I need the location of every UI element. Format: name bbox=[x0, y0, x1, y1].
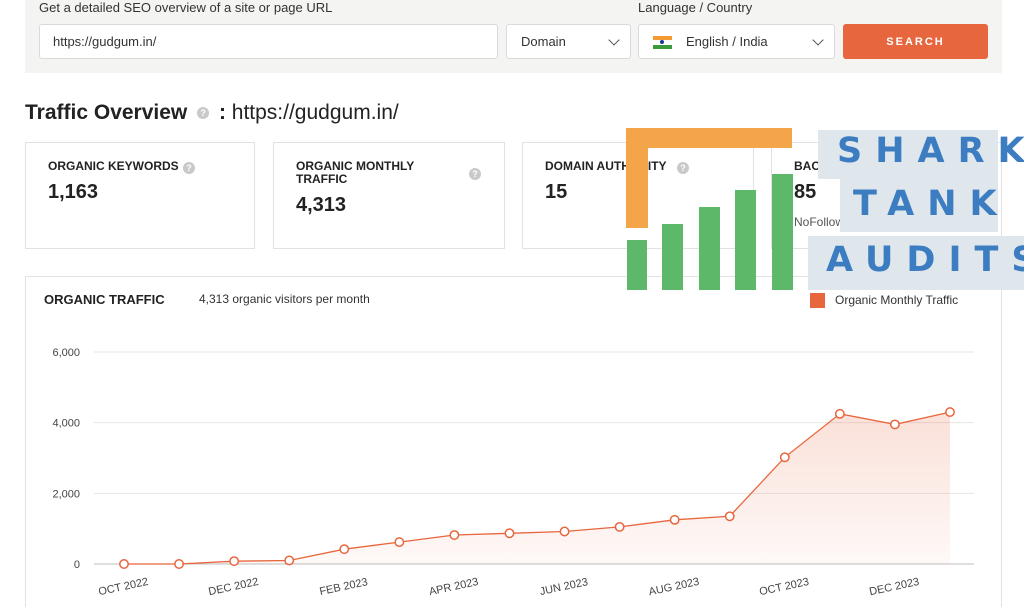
language-select[interactable]: English / India bbox=[638, 24, 835, 59]
data-point bbox=[174, 559, 185, 569]
logo-box bbox=[840, 178, 998, 232]
series-area bbox=[124, 412, 950, 564]
logo-box bbox=[808, 236, 1024, 290]
overview-url: https://gudgum.in/ bbox=[231, 101, 399, 124]
data-point bbox=[229, 556, 240, 567]
data-point bbox=[284, 555, 295, 566]
logo-text-line3: AUDITS bbox=[826, 240, 1024, 280]
legend-swatch bbox=[810, 293, 825, 309]
logo-bar bbox=[662, 224, 683, 290]
data-point bbox=[834, 408, 845, 419]
card-organic-keywords: ORGANIC KEYWORDS ? 1,163 bbox=[25, 142, 255, 249]
x-tick-label: JUN 2023 bbox=[539, 576, 589, 598]
help-icon[interactable]: ? bbox=[469, 168, 481, 180]
logo-bar bbox=[735, 190, 756, 290]
logo-bar bbox=[627, 240, 647, 290]
shark-tank-audits-logo: SHARK TANK AUDITS bbox=[626, 128, 1024, 293]
y-tick-label: 4,000 bbox=[52, 418, 80, 430]
y-tick-label: 0 bbox=[74, 559, 80, 571]
card-label: ORGANIC KEYWORDS bbox=[48, 159, 179, 173]
x-tick-label: OCT 2023 bbox=[758, 576, 810, 598]
card-value: 85 bbox=[794, 181, 817, 203]
data-point bbox=[504, 528, 515, 539]
page-title: Traffic Overview ? : https://gudgum.in/ bbox=[25, 101, 399, 125]
logo-bar bbox=[699, 207, 720, 290]
legend-label: Organic Monthly Traffic bbox=[835, 293, 959, 307]
url-field-label: Get a detailed SEO overview of a site or… bbox=[39, 0, 333, 15]
chart-subtitle: 4,313 organic visitors per month bbox=[199, 292, 370, 306]
overview-title: Traffic Overview bbox=[25, 101, 188, 124]
data-point bbox=[119, 559, 129, 569]
y-tick-label: 6,000 bbox=[52, 347, 80, 359]
language-select-value: English / India bbox=[686, 34, 768, 49]
chevron-down-icon bbox=[812, 34, 824, 46]
language-label: Language / Country bbox=[638, 0, 753, 15]
data-point bbox=[559, 526, 570, 537]
x-tick-label: APR 2023 bbox=[428, 576, 480, 598]
card-label: ORGANIC MONTHLY TRAFFIC bbox=[296, 159, 415, 186]
data-point bbox=[889, 419, 900, 430]
data-point bbox=[945, 407, 955, 418]
chart-title: ORGANIC TRAFFIC bbox=[44, 292, 165, 307]
data-point bbox=[724, 511, 735, 522]
data-point bbox=[449, 530, 460, 540]
logo-bracket-left bbox=[626, 128, 648, 228]
organic-traffic-chart: ORGANIC TRAFFIC 4,313 organic visitors p… bbox=[25, 276, 1002, 607]
card-value: 4,313 bbox=[296, 194, 347, 216]
logo-text-line1: SHARK bbox=[837, 131, 1024, 171]
url-input[interactable] bbox=[39, 24, 498, 59]
x-tick-label: FEB 2023 bbox=[318, 576, 368, 598]
data-point bbox=[779, 452, 790, 463]
logo-bar bbox=[772, 174, 793, 290]
card-value: 1,163 bbox=[48, 181, 99, 203]
series-line bbox=[124, 411, 951, 565]
help-icon[interactable]: ? bbox=[197, 107, 210, 120]
x-tick-label: DEC 2022 bbox=[207, 576, 259, 598]
search-panel: Get a detailed SEO overview of a site or… bbox=[25, 0, 1002, 73]
y-tick-label: 2,000 bbox=[52, 488, 80, 500]
x-tick-label: AUG 2023 bbox=[648, 576, 701, 598]
card-organic-traffic: ORGANIC MONTHLY TRAFFIC ? 4,313 bbox=[273, 142, 505, 249]
logo-bracket-top bbox=[626, 128, 792, 148]
x-tick-label: OCT 2022 bbox=[97, 576, 149, 598]
data-point bbox=[614, 521, 625, 532]
chart-legend[interactable]: Organic Monthly Traffic bbox=[810, 293, 959, 309]
chevron-down-icon bbox=[608, 34, 620, 46]
help-icon[interactable]: ? bbox=[677, 162, 689, 174]
data-point bbox=[669, 514, 680, 525]
logo-text-line2: TANK bbox=[853, 184, 1010, 224]
search-button[interactable]: SEARCH bbox=[843, 24, 988, 59]
chart-plot: 0 2,000 4,000 6,000 OCT 2022 DEC 2022 FEB 2023… bbox=[52, 347, 974, 598]
overview-separator: : bbox=[218, 101, 226, 124]
logo-box bbox=[818, 130, 998, 179]
data-point bbox=[394, 537, 405, 548]
scope-select-value: Domain bbox=[521, 34, 566, 49]
data-point bbox=[339, 544, 350, 555]
card-value: 15 bbox=[545, 181, 568, 203]
scope-select[interactable]: Domain bbox=[506, 24, 631, 59]
india-flag-icon bbox=[653, 36, 672, 49]
x-tick-label: DEC 2023 bbox=[868, 576, 920, 598]
help-icon[interactable]: ? bbox=[183, 162, 195, 174]
